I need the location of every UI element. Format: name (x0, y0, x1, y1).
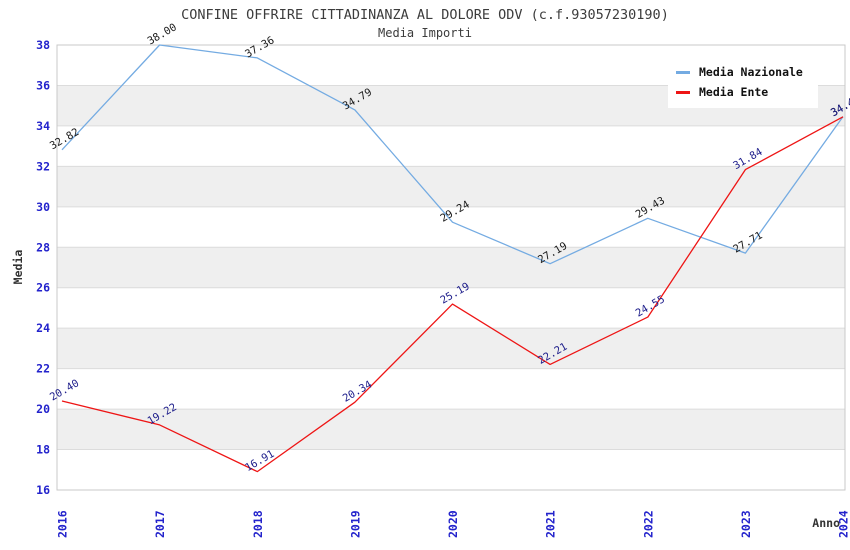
y-axis-title: Media (11, 249, 25, 285)
y-tick-label: 34 (36, 119, 50, 133)
point-label: 37.36 (243, 34, 276, 60)
grid-band (57, 247, 845, 288)
y-tick-label: 16 (36, 483, 50, 497)
series-line-media-nazionale (61, 44, 844, 265)
x-tick-label: 2024 (837, 510, 850, 538)
legend-label-media-nazionale: Media Nazionale (699, 65, 803, 79)
legend-line-swatch-icon (676, 70, 690, 74)
legend: Media Nazionale Media Ente (668, 57, 818, 108)
chart-title: CONFINE OFFRIRE CITTADINANZA AL DOLORE O… (181, 7, 669, 23)
legend-item-media-nazionale: Media Nazionale (676, 62, 812, 82)
x-tick-label: 2020 (446, 510, 460, 538)
y-tick-label: 26 (36, 281, 50, 295)
series-line-media-ente (61, 116, 844, 473)
point-label: 38.00 (145, 21, 178, 47)
point-label: 32.82 (48, 126, 81, 152)
x-tick-label: 2019 (348, 510, 362, 538)
y-tick-label: 18 (36, 443, 50, 457)
x-tick-label: 2022 (641, 510, 655, 538)
x-tick-label: 2018 (251, 510, 265, 538)
point-label: 20.40 (48, 377, 81, 403)
y-tick-label: 20 (36, 402, 50, 416)
y-tick-label: 32 (36, 159, 50, 173)
x-tick-label: 2023 (739, 510, 753, 538)
x-tick-label: 2016 (56, 510, 70, 538)
x-tick-label: 2021 (544, 510, 558, 538)
grid-band (57, 409, 845, 450)
plot-frame (56, 44, 846, 491)
y-tick-label: 24 (36, 321, 50, 335)
x-tick-label: 2017 (153, 510, 167, 538)
y-tick-label: 28 (36, 240, 50, 254)
legend-label-media-ente: Media Ente (699, 85, 769, 99)
grid-band (57, 328, 845, 369)
legend-line-swatch-icon (676, 90, 690, 94)
point-label: 24.55 (634, 293, 667, 319)
y-tick-label: 30 (36, 200, 50, 214)
grid-band (57, 166, 845, 207)
legend-item-media-ente: Media Ente (676, 82, 812, 102)
point-label: 20.34 (341, 379, 374, 405)
x-axis-title: Anno (812, 516, 840, 530)
y-tick-label: 22 (36, 362, 50, 376)
y-tick-label: 38 (36, 38, 50, 52)
chart-subtitle: Media Importi (378, 26, 472, 40)
y-tick-label: 36 (36, 78, 50, 92)
